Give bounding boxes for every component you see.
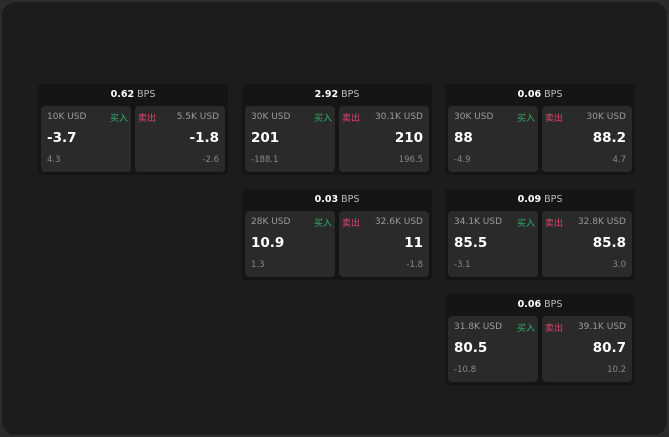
buy-label: 买入 (516, 324, 535, 334)
spread-value: 0.06 (517, 89, 542, 100)
buy-change: 4.3 (47, 155, 61, 165)
sell-panel[interactable]: 卖出 32.8K USD 85.8 3.0 (542, 211, 632, 277)
spread-header: 0.06 BPS (445, 294, 635, 315)
sell-label: 卖出 (342, 114, 361, 124)
buy-panel[interactable]: 10K USD 买入 -3.7 4.3 (41, 106, 131, 172)
buy-size: 30K USD (251, 112, 291, 122)
spread-value: 2.92 (314, 89, 339, 100)
quote-card: 0.62 BPS 10K USD 买入 -3.7 4.3 卖出 5.5K USD… (38, 84, 228, 175)
sell-label: 卖出 (545, 114, 564, 124)
spread-header: 0.62 BPS (38, 84, 228, 105)
buy-change: -4.9 (454, 155, 471, 165)
sell-price: 11 (404, 235, 423, 251)
spread-value: 0.03 (314, 194, 339, 205)
quote-card: 0.06 BPS 31.8K USD 买入 80.5 -10.8 卖出 39.1… (445, 294, 635, 385)
sell-change: -2.6 (202, 155, 219, 165)
buy-label: 买入 (313, 219, 332, 229)
buy-size: 31.8K USD (454, 322, 503, 332)
buy-price: 201 (251, 130, 280, 146)
sell-change: 10.2 (607, 365, 626, 375)
buy-price: 88 (454, 130, 473, 146)
sell-price: 88.2 (592, 130, 626, 146)
sell-size: 30.1K USD (374, 112, 423, 122)
buy-label: 买入 (516, 114, 535, 124)
spread-header: 0.09 BPS (445, 189, 635, 210)
buy-panel[interactable]: 30K USD 买入 201 -188.1 (245, 106, 335, 172)
sell-panel[interactable]: 卖出 30K USD 88.2 4.7 (542, 106, 632, 172)
sell-change: 4.7 (612, 155, 626, 165)
spread-unit: BPS (544, 299, 563, 310)
quote-card: 0.06 BPS 30K USD 买入 88 -4.9 卖出 30K USD 8… (445, 84, 635, 175)
buy-label: 买入 (313, 114, 332, 124)
sell-label: 卖出 (138, 114, 157, 124)
sell-price: 80.7 (592, 340, 626, 356)
spread-unit: BPS (341, 194, 360, 205)
buy-panel[interactable]: 30K USD 买入 88 -4.9 (448, 106, 538, 172)
sell-price: -1.8 (189, 130, 219, 146)
buy-change: -3.1 (454, 260, 471, 270)
quote-card: 0.09 BPS 34.1K USD 买入 85.5 -3.1 卖出 32.8K… (445, 189, 635, 280)
sell-panel[interactable]: 卖出 30.1K USD 210 196.5 (339, 106, 429, 172)
spread-unit: BPS (341, 89, 360, 100)
spread-header: 0.06 BPS (445, 84, 635, 105)
quote-card: 0.03 BPS 28K USD 买入 10.9 1.3 卖出 32.6K US… (242, 189, 432, 280)
sell-panel[interactable]: 卖出 39.1K USD 80.7 10.2 (542, 316, 632, 382)
buy-price: 10.9 (251, 235, 285, 251)
buy-change: 1.3 (251, 260, 265, 270)
buy-size: 34.1K USD (454, 217, 503, 227)
buy-panel[interactable]: 31.8K USD 买入 80.5 -10.8 (448, 316, 538, 382)
sell-label: 卖出 (545, 324, 564, 334)
buy-change: -10.8 (454, 365, 476, 375)
spread-value: 0.09 (517, 194, 542, 205)
buy-price: 85.5 (454, 235, 488, 251)
quote-card: 2.92 BPS 30K USD 买入 201 -188.1 卖出 30.1K … (242, 84, 432, 175)
buy-size: 28K USD (251, 217, 291, 227)
sell-label: 卖出 (342, 219, 361, 229)
sell-size: 30K USD (586, 112, 626, 122)
buy-change: -188.1 (251, 155, 279, 165)
sell-size: 5.5K USD (176, 112, 219, 122)
buy-price: 80.5 (454, 340, 488, 356)
buy-size: 30K USD (454, 112, 494, 122)
buy-panel[interactable]: 28K USD 买入 10.9 1.3 (245, 211, 335, 277)
sell-change: 196.5 (398, 155, 423, 165)
buy-size: 10K USD (47, 112, 87, 122)
sell-panel[interactable]: 卖出 32.6K USD 11 -1.8 (339, 211, 429, 277)
sell-panel[interactable]: 卖出 5.5K USD -1.8 -2.6 (135, 106, 225, 172)
sell-size: 39.1K USD (577, 322, 626, 332)
sell-change: -1.8 (406, 260, 423, 270)
sell-price: 210 (394, 130, 423, 146)
spread-value: 0.62 (110, 89, 135, 100)
buy-label: 买入 (516, 219, 535, 229)
spread-header: 2.92 BPS (242, 84, 432, 105)
sell-price: 85.8 (592, 235, 626, 251)
spread-value: 0.06 (517, 299, 542, 310)
spread-unit: BPS (544, 89, 563, 100)
spread-unit: BPS (544, 194, 563, 205)
sell-size: 32.8K USD (577, 217, 626, 227)
buy-label: 买入 (109, 114, 128, 124)
sell-label: 卖出 (545, 219, 564, 229)
sell-change: 3.0 (612, 260, 626, 270)
spread-header: 0.03 BPS (242, 189, 432, 210)
buy-price: -3.7 (47, 130, 77, 146)
sell-size: 32.6K USD (374, 217, 423, 227)
spread-unit: BPS (137, 89, 156, 100)
buy-panel[interactable]: 34.1K USD 买入 85.5 -3.1 (448, 211, 538, 277)
